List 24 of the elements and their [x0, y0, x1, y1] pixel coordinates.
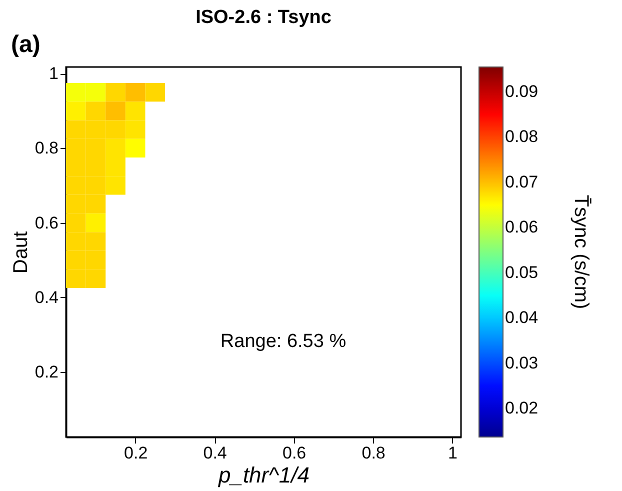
color-bar-label: 0.03 — [505, 353, 538, 372]
x-tick-label: 0.2 — [124, 444, 148, 462]
color-bar-label: 0.09 — [505, 82, 538, 101]
color-bar-label: 0.06 — [505, 218, 538, 237]
color-bar-label: 0.07 — [505, 172, 538, 192]
y-tick-label: 0.2 — [34, 362, 58, 382]
x-tick-label: 0.8 — [362, 444, 386, 462]
x-tick-label: 0.4 — [203, 444, 227, 462]
color-bar-title: T̄sync (s/cm) — [570, 194, 592, 310]
x-tick-label: 1 — [448, 444, 458, 462]
x-tick-label: 0.6 — [282, 444, 306, 462]
y-tick-label: 0.4 — [34, 288, 58, 307]
text: (a) — [11, 31, 40, 58]
x-axis-title: p_thr^1/4 — [217, 462, 310, 488]
chart-title: ISO-2.6 : Tsync — [196, 7, 332, 28]
y-tick-label: 1 — [49, 64, 58, 84]
y-axis-title: Daut — [10, 230, 32, 274]
color-bar-label: 0.02 — [505, 398, 538, 418]
y-tick-label: 0.6 — [34, 213, 58, 232]
annotation: Range: 6.53 % — [220, 330, 346, 352]
color-bar-label: 0.04 — [505, 308, 538, 328]
y-tick-label: 0.8 — [34, 138, 58, 158]
color-bar-label: 0.05 — [505, 262, 538, 282]
color-bar-label: 0.08 — [505, 127, 538, 146]
